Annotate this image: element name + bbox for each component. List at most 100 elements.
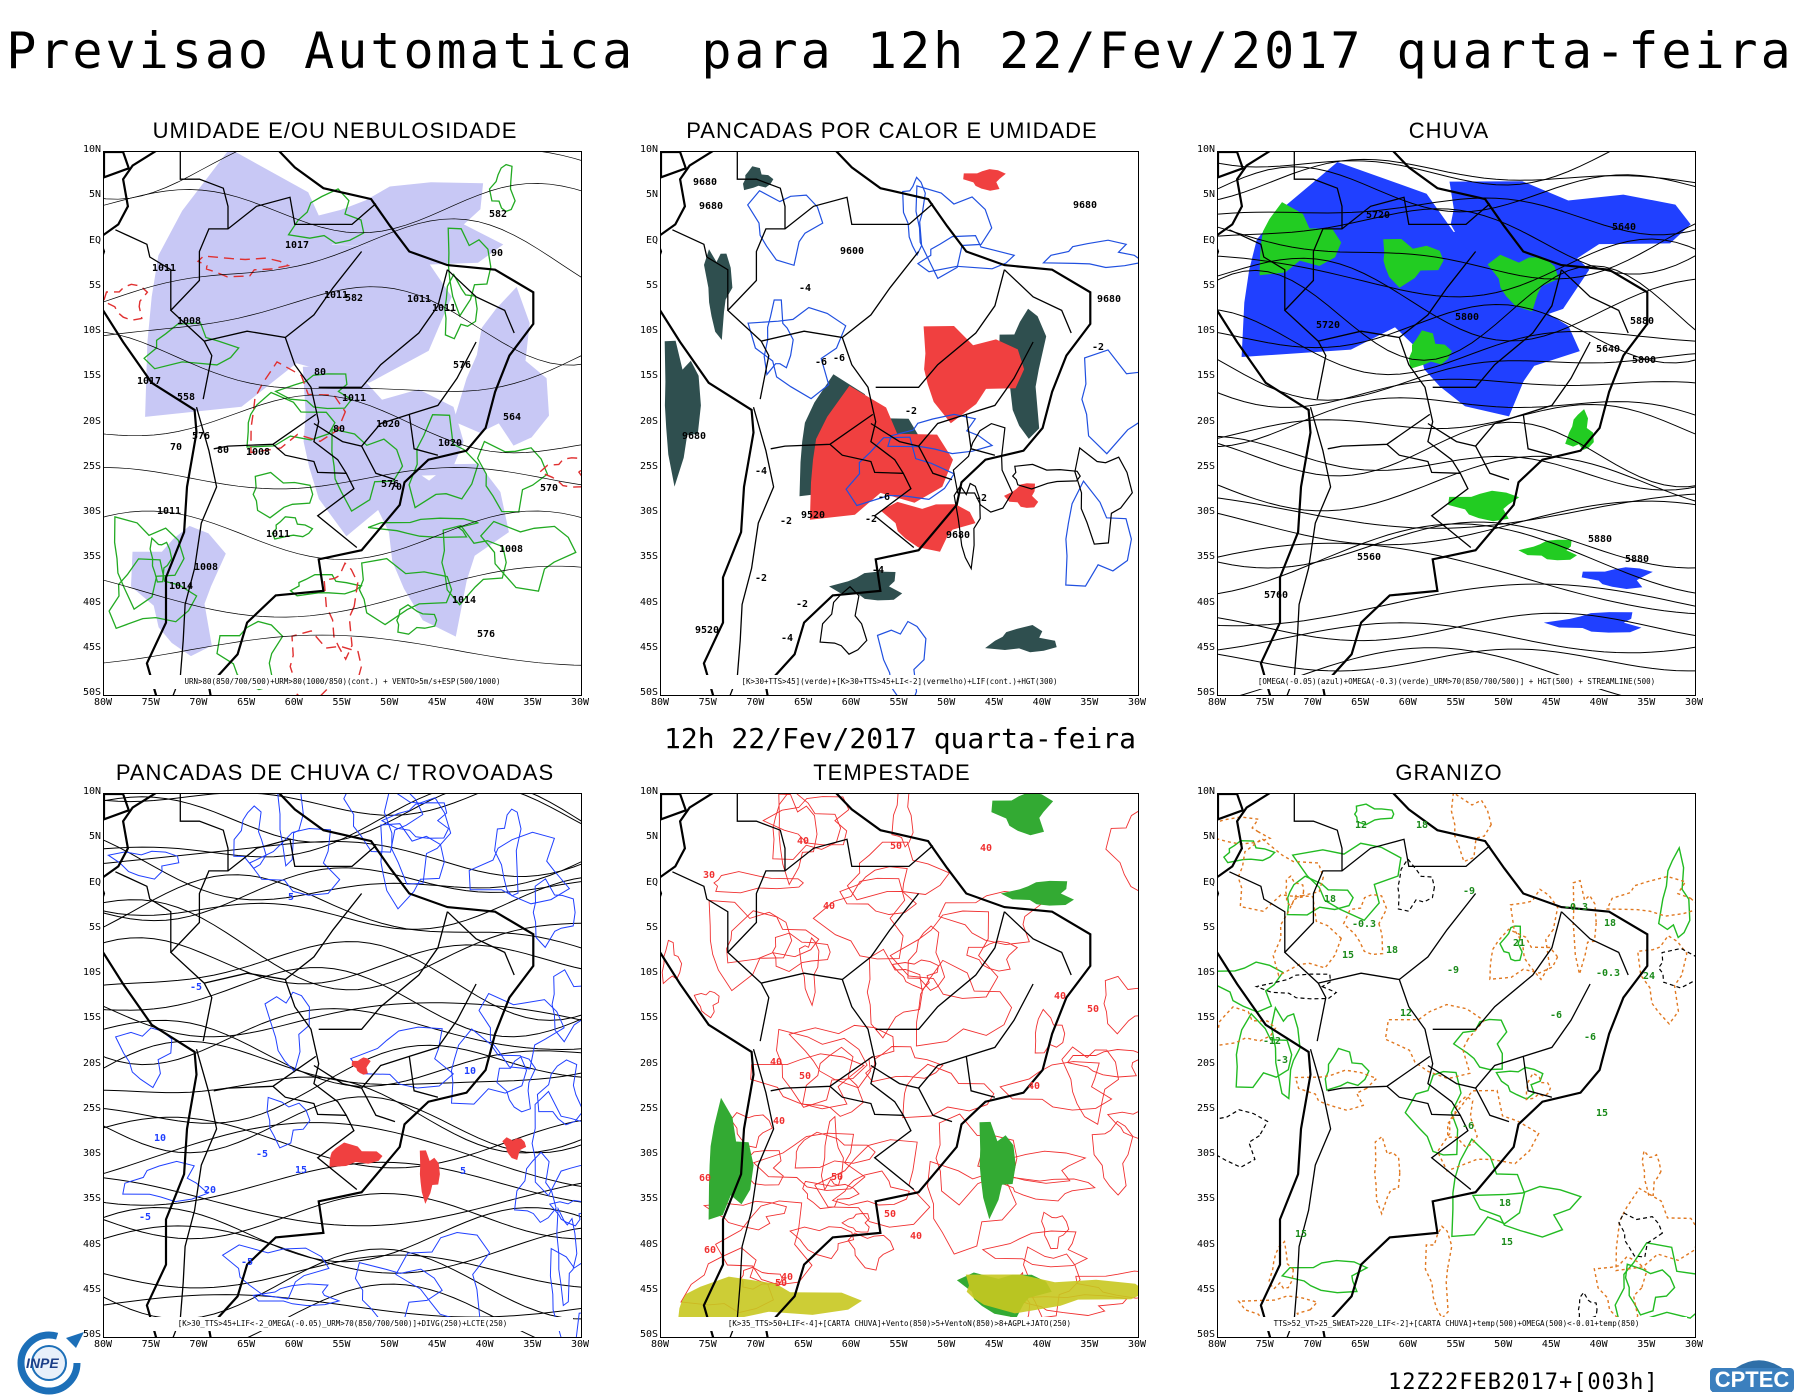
contour-label: 1008 [499, 544, 523, 555]
lon-tick-label: 50W [1494, 697, 1513, 708]
contour-label: 564 [503, 412, 521, 423]
continent-outline [1218, 152, 1649, 695]
lat-tick-label: 30S [82, 506, 101, 517]
lon-tick-label: 65W [1351, 1339, 1370, 1350]
contour-label: 1020 [438, 438, 462, 449]
main-title: Previsao Automatica para 12h 22/Fev/2017… [6, 22, 1794, 80]
lat-tick-label: 20S [1196, 415, 1215, 427]
contour-label: -5 [190, 982, 202, 993]
lat-tick-label: 45S [82, 641, 101, 653]
lat-tick-label: 30S [639, 506, 658, 517]
lat-tick-label: EQ [88, 234, 101, 246]
contour-labels: 18 -6 -3 15 18 -6 -9 -0.3 -0.3 15 18 12 -9 -6 21 18 24 15… [1263, 820, 1655, 1248]
contour-label: 90 [491, 248, 503, 259]
lat-tick-label: 5S [88, 279, 101, 291]
lat-tick-label: 10N [639, 786, 658, 797]
lat-tick-label: 5N [645, 831, 658, 843]
map-frame: -5 5 -5 5 -5 10 10 -5 20 15 [K>30_TTS>45+LIF<-2_OM… [103, 793, 582, 1338]
lat-tick-label: 40S [1196, 596, 1215, 608]
contour-label: 21 [1513, 938, 1525, 949]
lon-tick-label: 30W [1684, 697, 1704, 708]
contour-label: -2 [865, 514, 877, 525]
lat-tick-label: 10S [1196, 325, 1215, 336]
contour-label: 9680 [693, 177, 717, 188]
contour-label: -0.3 [1352, 919, 1376, 930]
lat-tick-label: 30S [82, 1148, 101, 1159]
map-frame: 5880 5880 5880 5800 5760 5720 5640 5560 5640 5720… [1217, 151, 1696, 696]
contour-label: 50 [775, 1278, 787, 1289]
contour-label: 15 [1295, 1229, 1307, 1240]
lon-tick-label: 30W [1127, 1339, 1147, 1350]
lon-tick-label: 70W [189, 1339, 208, 1350]
contour-label: 50 [890, 841, 902, 852]
lat-tick-label: 25S [1196, 460, 1215, 472]
lat-tick-label: 45S [1196, 641, 1215, 653]
lon-tick-label: 70W [1303, 697, 1322, 708]
lat-tick-label: EQ [88, 876, 101, 888]
contour-label: 70 [170, 442, 182, 453]
lat-tick-label: 50S [82, 1329, 101, 1340]
contour-label: 5 [288, 892, 294, 903]
contour-label: 60 [704, 1245, 716, 1256]
contour-label: -2 [755, 573, 767, 584]
contour-label: -4 [799, 283, 811, 294]
contour-label: -6 [1584, 1032, 1596, 1043]
lon-tick-label: 80W [93, 697, 113, 708]
lon-tick-label: 35W [1637, 1339, 1656, 1350]
lat-tick-label: 40S [82, 596, 101, 608]
lon-tick-label: 55W [1446, 697, 1465, 708]
country-borders [1229, 794, 1629, 1337]
lat-tick-label: 20S [1196, 1057, 1215, 1069]
lon-tick-label: 65W [237, 697, 256, 708]
lon-tick-label: 45W [984, 697, 1003, 708]
contour-label: -2 [796, 599, 808, 610]
contour-label: -5 [256, 1149, 268, 1160]
forecast-map: -5 5 -5 5 -5 10 10 -5 20 15 [104, 794, 581, 1337]
contour-lines [1218, 857, 1695, 1327]
contour-label: -9 [1463, 886, 1475, 897]
lon-tick-label: 60W [841, 1339, 860, 1350]
contour-label: -5 [139, 1212, 151, 1223]
contour-label: 576 [453, 360, 471, 371]
continent-outline [104, 794, 535, 1337]
contour-label: -4 [755, 466, 767, 477]
lon-tick-label: 55W [889, 697, 908, 708]
contour-label: 9680 [1073, 200, 1097, 211]
lat-tick-label: 30S [1196, 1148, 1215, 1159]
contour-label: 40 [980, 843, 992, 854]
contour-label: 24 [1643, 971, 1655, 982]
panel-granizo: GRANIZO 18 -6 -3 15 18 -6 -9 -0.3 -0.3 15 18 12 -9 -6… [1169, 760, 1729, 1350]
lon-tick-label: 40W [1032, 697, 1051, 708]
contour-label: -2 [780, 516, 792, 527]
contour-label: 5880 [1630, 316, 1654, 327]
contour-label: -6 [815, 357, 827, 368]
lon-tick-label: 80W [93, 1339, 113, 1350]
panel-title: CHUVA [1408, 118, 1490, 143]
contour-lines [107, 794, 581, 1337]
panel-pancadas: PANCADAS POR CALOR E UMIDADE 9680 9680 968… [612, 118, 1172, 708]
contour-label: 5560 [1357, 552, 1381, 563]
contour-label: 10 [464, 1066, 476, 1077]
lat-tick-label: 20S [82, 1057, 101, 1069]
contour-label: 5760 [1264, 590, 1288, 601]
contour-label: 5880 [1625, 554, 1649, 565]
lat-tick-label: 40S [639, 1238, 658, 1250]
lat-tick-label: 5S [1202, 921, 1215, 933]
lat-tick-label: 40S [639, 596, 658, 608]
lon-tick-label: 80W [650, 697, 670, 708]
inpe-logo: INPE [17, 1331, 84, 1395]
lon-tick-label: 50W [1494, 1339, 1513, 1350]
lat-tick-label: 10N [1196, 144, 1215, 155]
panel-chuva: CHUVA 5880 5880 5880 5800 5760 5720 5640 5560 56… [1169, 118, 1729, 708]
contour-label: 15 [1342, 950, 1354, 961]
contour-label: -12 [1263, 1036, 1281, 1047]
map-frame: 576 576 576 1011 1008 1008 1008 1008 1011 1011 101… [103, 151, 582, 696]
contour-label: 10 [154, 1133, 166, 1144]
lat-tick-label: 25S [1196, 1102, 1215, 1114]
lat-tick-label: 15S [1196, 1012, 1215, 1024]
forecast-map: 18 -6 -3 15 18 -6 -9 -0.3 -0.3 15 18 12 -9 -6 21 18 24 15… [1218, 794, 1695, 1337]
lat-tick-label: 35S [1196, 551, 1215, 563]
humidity-fill [131, 152, 549, 657]
lat-tick-label: 50S [639, 687, 658, 698]
